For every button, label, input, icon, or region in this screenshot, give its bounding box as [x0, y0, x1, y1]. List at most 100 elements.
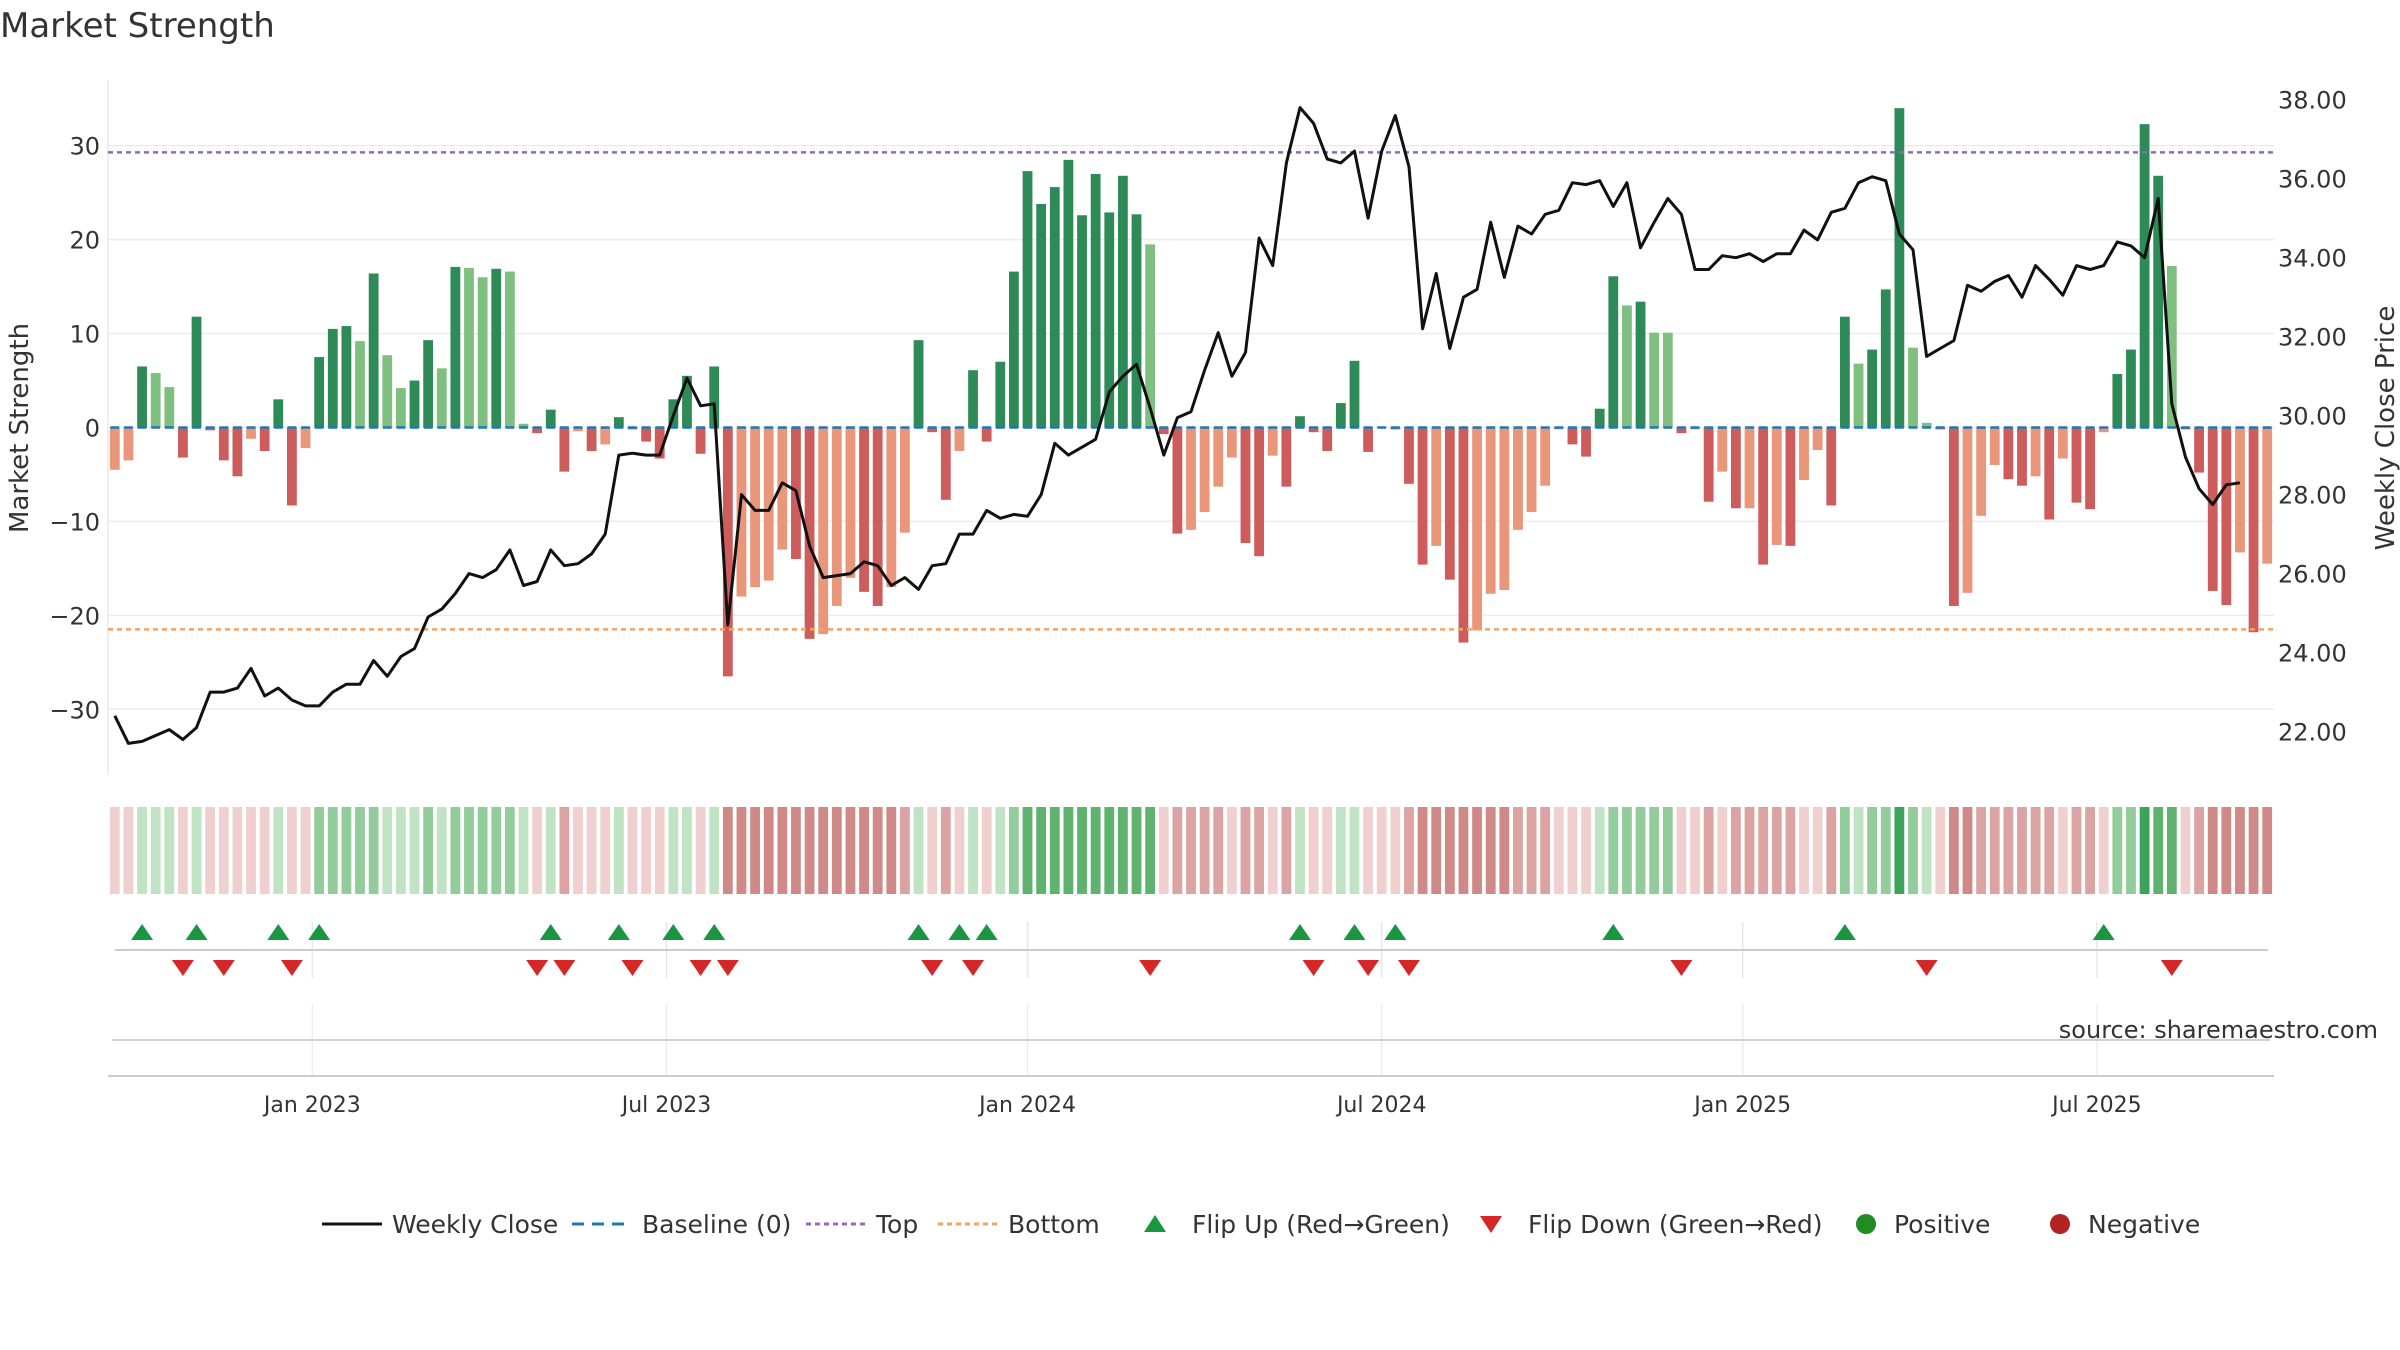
strength-bar — [1254, 427, 1265, 557]
regime-cell — [1404, 807, 1414, 894]
strength-bar — [1308, 427, 1319, 433]
legend-label: Weekly Close — [392, 1210, 558, 1239]
regime-cell — [1090, 807, 1101, 894]
regime-cell — [287, 807, 297, 894]
regime-cell — [913, 807, 924, 894]
date-axis-panel: Jan 2023 Jul 2023 Jan 2024 Jul 2024 Jan 2025… — [108, 1004, 2274, 1118]
regime-cell — [1131, 807, 1142, 894]
regime-cell — [191, 807, 202, 894]
regime-cell — [654, 807, 665, 894]
strength-bar — [164, 387, 175, 428]
strength-bar — [1363, 427, 1373, 452]
regime-cell — [1526, 807, 1537, 894]
strength-bar — [395, 388, 406, 428]
strength-bar — [545, 409, 556, 428]
strength-bar — [1472, 427, 1482, 631]
regime-cell — [1226, 807, 1237, 894]
right-tick-label: 22.00 — [2278, 719, 2347, 747]
source-note: source: sharemaestro.com — [2059, 1016, 2378, 1044]
strength-bar — [1567, 427, 1578, 445]
regime-cell — [2085, 807, 2095, 894]
strength-bar — [1349, 360, 1360, 428]
strength-bar — [1948, 427, 1959, 606]
strength-bar — [1049, 187, 1060, 428]
strength-bar — [1267, 427, 1278, 456]
regime-cell — [1009, 807, 1019, 894]
regime-cell — [1444, 807, 1455, 894]
weekly-close-line — [113, 106, 2241, 745]
strength-bar — [2098, 427, 2109, 433]
regime-cell — [205, 807, 216, 894]
regime-cell — [1649, 807, 1660, 894]
strength-bar — [150, 373, 161, 428]
regime-cell — [1022, 807, 1033, 894]
strength-bar — [123, 427, 134, 461]
x-tick-label: Jul 2025 — [2050, 1093, 2142, 1118]
strength-bar — [2153, 175, 2164, 428]
strength-bar — [491, 268, 502, 428]
regime-cell — [1172, 807, 1183, 894]
regime-cell — [2071, 807, 2082, 894]
regime-cell — [1908, 807, 1918, 894]
regime-cell — [2221, 807, 2232, 894]
right-tick-label: 30.00 — [2278, 403, 2347, 431]
right-tick-label: 38.00 — [2278, 87, 2347, 115]
regime-cell — [300, 807, 311, 894]
flip-down-marker — [553, 960, 576, 976]
regime-cell — [1281, 807, 1292, 894]
strength-bar — [763, 427, 774, 581]
strength-bar — [818, 427, 829, 635]
regime-cell — [736, 807, 747, 894]
strength-bar — [2071, 427, 2082, 503]
flip-up-marker — [185, 924, 208, 940]
strength-bar — [1635, 301, 1646, 428]
strength-bar — [722, 427, 733, 677]
flip-down-marker — [1302, 960, 1325, 976]
strength-bar — [2003, 427, 2014, 480]
regime-cell — [682, 807, 692, 894]
regime-cell — [504, 807, 515, 894]
flip-up-marker — [539, 924, 562, 940]
legend-negative-swatch — [2050, 1214, 2070, 1234]
strength-bar — [1608, 276, 1619, 428]
strength-bar — [1295, 416, 1305, 428]
x-tick-label: Jan 2024 — [977, 1093, 1076, 1118]
flip-down-marker — [171, 960, 194, 976]
strength-bar — [1758, 427, 1769, 565]
strength-bar — [1485, 427, 1496, 594]
strength-bar — [273, 399, 284, 428]
flip-down-marker — [689, 960, 712, 976]
regime-cell — [1731, 807, 1741, 894]
strength-bar — [1404, 427, 1414, 484]
regime-cell — [2017, 807, 2027, 894]
strength-bar — [1853, 363, 1864, 428]
regime-cell — [1744, 807, 1755, 894]
strength-bar — [259, 427, 270, 451]
legend-label: Flip Up (Red→Green) — [1192, 1210, 1450, 1239]
regime-cell — [1962, 807, 1973, 894]
strength-bar — [2044, 427, 2055, 520]
regime-cell — [1267, 807, 1278, 894]
strength-bar — [695, 427, 706, 454]
regime-cell — [872, 807, 883, 894]
strength-bar — [1962, 427, 1973, 593]
regime-cell — [1458, 807, 1469, 894]
flip-up-marker — [662, 924, 685, 940]
flip-up-marker — [975, 924, 998, 940]
regime-cell — [995, 807, 1006, 894]
regime-cell — [559, 807, 570, 894]
strength-bar — [1186, 427, 1196, 530]
right-tick-label: 28.00 — [2278, 482, 2347, 510]
strength-bar — [2262, 427, 2273, 564]
legend-label: Positive — [1894, 1210, 1990, 1239]
regime-cell — [1540, 807, 1551, 894]
strength-bar — [2030, 427, 2041, 477]
strength-bar — [1540, 427, 1551, 486]
regime-cell — [573, 807, 583, 894]
strength-bar — [504, 271, 515, 428]
regime-cell — [1049, 807, 1060, 894]
regime-cell — [327, 807, 338, 894]
strength-bar — [1867, 349, 1878, 428]
strength-bar — [1131, 214, 1142, 428]
regime-cell — [491, 807, 502, 894]
